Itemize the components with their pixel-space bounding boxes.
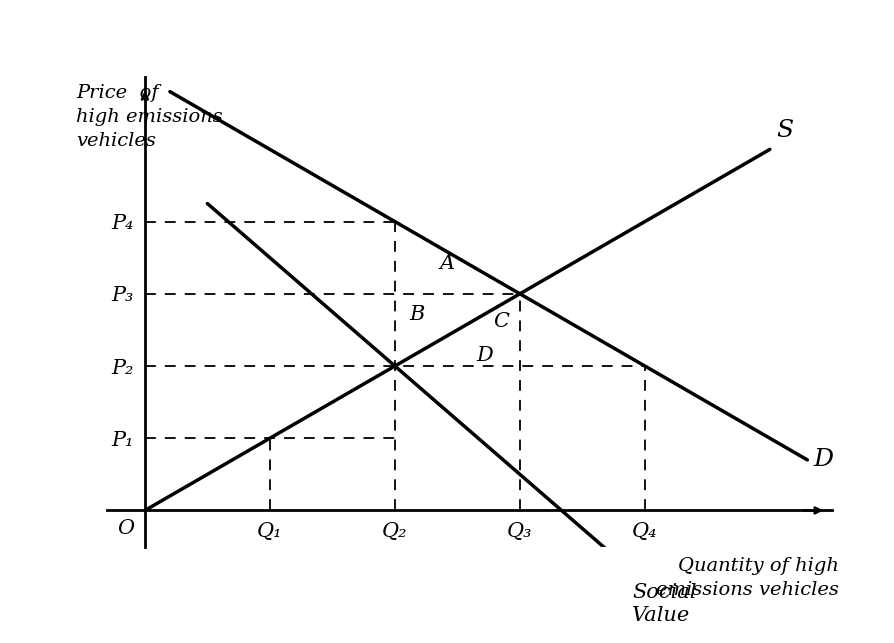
Text: D: D [813, 448, 832, 471]
Text: A: A [439, 254, 454, 273]
Text: C: C [493, 312, 509, 331]
Text: Price  of
high emissions
vehicles: Price of high emissions vehicles [76, 84, 223, 150]
Text: S: S [775, 119, 792, 142]
Text: Social
Value: Social Value [632, 583, 696, 625]
Text: B: B [409, 305, 425, 323]
Text: D: D [476, 346, 493, 365]
Text: O: O [117, 519, 135, 538]
Text: Quantity of high
emissions vehicles: Quantity of high emissions vehicles [655, 557, 838, 599]
